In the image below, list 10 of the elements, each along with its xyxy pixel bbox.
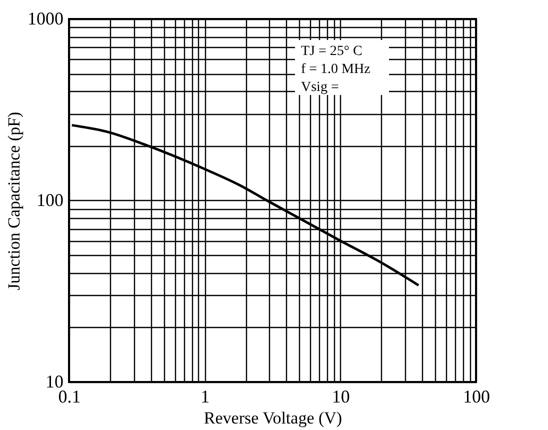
y-axis-title: Junction Capacitance (pF) — [4, 112, 24, 290]
x-tick-label: 1 — [200, 386, 210, 406]
annotation: Vsig = — [301, 80, 339, 95]
x-tick-label: 100 — [463, 386, 490, 406]
x-tick-label: 10 — [332, 386, 350, 406]
annotation: f = 1.0 MHz — [301, 62, 370, 77]
annotation: TJ = 25° C — [301, 44, 362, 59]
x-axis-title: Reverse Voltage (V) — [204, 408, 342, 428]
y-tick-label: 100 — [36, 190, 64, 210]
y-tick-label: 1000 — [28, 8, 64, 28]
